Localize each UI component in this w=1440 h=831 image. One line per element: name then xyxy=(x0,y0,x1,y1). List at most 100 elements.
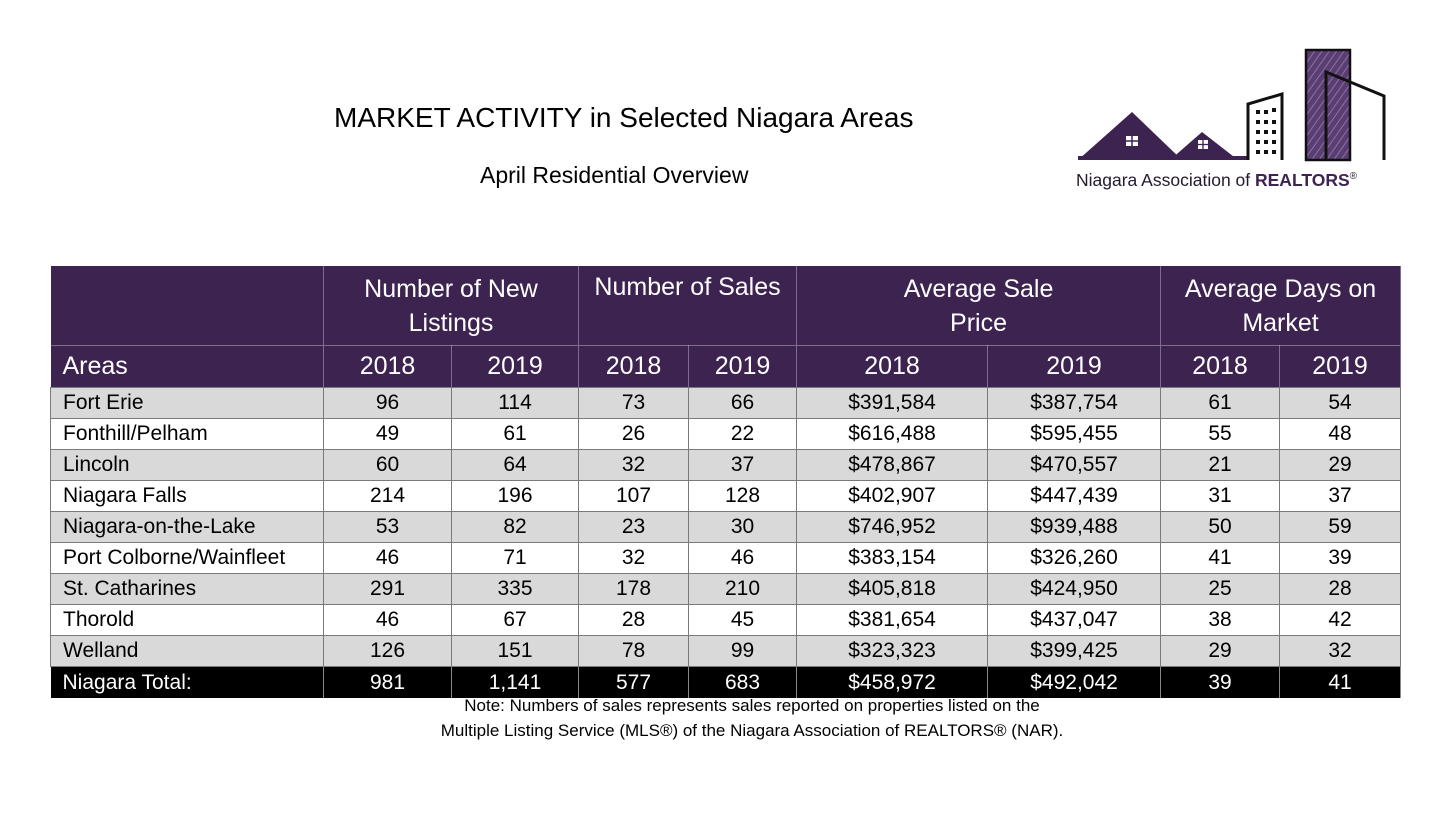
area-name-cell: Fonthill/Pelham xyxy=(50,418,324,450)
houses-and-buildings-icon xyxy=(1078,48,1386,162)
value-cell: $399,425 xyxy=(987,635,1162,667)
value-cell: 23 xyxy=(578,511,690,543)
value-cell: 66 xyxy=(688,387,798,419)
value-cell: 46 xyxy=(323,542,452,574)
total-value-cell: 39 xyxy=(1160,666,1281,698)
value-cell: $447,439 xyxy=(987,480,1162,512)
value-cell: $424,950 xyxy=(987,573,1162,605)
group-header-blank xyxy=(50,266,324,346)
value-cell: $939,488 xyxy=(987,511,1162,543)
value-cell: 53 xyxy=(323,511,452,543)
value-cell: $383,154 xyxy=(796,542,989,574)
area-name-cell: Welland xyxy=(50,635,324,667)
value-cell: 210 xyxy=(688,573,798,605)
group-header-line: Number of Sales xyxy=(594,273,781,301)
value-cell: 32 xyxy=(1279,635,1402,667)
year-header: 2018 xyxy=(796,345,989,388)
year-header-row: Areas 2018 2019 2018 2019 2018 2019 2018 2019 xyxy=(50,345,1402,388)
value-cell: 78 xyxy=(578,635,690,667)
value-cell: $437,047 xyxy=(987,604,1162,636)
footnote-line-1: Note: Numbers of sales represents sales … xyxy=(464,696,1040,715)
value-cell: 25 xyxy=(1160,573,1281,605)
value-cell: 196 xyxy=(450,480,580,512)
value-cell: 82 xyxy=(450,511,580,543)
value-cell: 22 xyxy=(688,418,798,450)
value-cell: 291 xyxy=(323,573,452,605)
value-cell: 49 xyxy=(323,418,452,450)
group-header-line: Average Days on xyxy=(1184,274,1377,303)
year-header: 2018 xyxy=(323,345,452,388)
year-header: 2019 xyxy=(451,345,580,388)
value-cell: $478,867 xyxy=(796,449,989,481)
area-name-cell: Niagara-on-the-Lake xyxy=(50,511,324,543)
value-cell: 107 xyxy=(578,480,690,512)
area-name-cell: Lincoln xyxy=(50,449,324,481)
total-value-cell: 577 xyxy=(578,666,690,698)
group-header-line: Average Sale xyxy=(903,274,1054,303)
table-row: Niagara-on-the-Lake 53 82 23 30 $746,952 $939,… xyxy=(50,511,1402,543)
value-cell: 59 xyxy=(1279,511,1402,543)
area-name-cell: Niagara Falls xyxy=(50,480,324,512)
value-cell: 28 xyxy=(1279,573,1402,605)
page-title: MARKET ACTIVITY in Selected Niagara Area… xyxy=(334,102,914,133)
value-cell: 128 xyxy=(688,480,798,512)
total-value-cell: 981 xyxy=(323,666,452,698)
value-cell: 50 xyxy=(1160,511,1281,543)
logo-text-brand: REALTORS xyxy=(1255,170,1350,190)
value-cell: 39 xyxy=(1279,542,1402,574)
area-name-cell: Fort Erie xyxy=(50,387,324,419)
value-cell: 46 xyxy=(688,542,798,574)
areas-header: Areas xyxy=(50,345,324,388)
value-cell: 61 xyxy=(1160,387,1281,419)
value-cell: 37 xyxy=(688,449,798,481)
value-cell: 32 xyxy=(578,542,690,574)
total-row: Niagara Total: 981 1,141 577 683 $458,972 $492… xyxy=(50,666,1402,698)
value-cell: 114 xyxy=(450,387,580,419)
value-cell: 32 xyxy=(578,449,690,481)
year-header: 2019 xyxy=(688,345,798,388)
value-cell: $402,907 xyxy=(796,480,989,512)
value-cell: 26 xyxy=(578,418,690,450)
group-header-line: Number of New xyxy=(364,274,538,303)
market-activity-table: Number of New Listings Number of Sales Aver… xyxy=(50,266,1402,698)
value-cell: $323,323 xyxy=(796,635,989,667)
group-header: Average Days on Market xyxy=(1160,266,1402,346)
value-cell: 99 xyxy=(688,635,798,667)
page-subtitle: April Residential Overview xyxy=(480,162,749,188)
value-cell: 214 xyxy=(323,480,452,512)
table-row: St. Catharines 291 335 178 210 $405,818 $424,9… xyxy=(50,573,1402,605)
value-cell: 178 xyxy=(578,573,690,605)
table-row: Welland 126 151 78 99 $323,323 $399,425 29 32 xyxy=(50,635,1402,667)
value-cell: 21 xyxy=(1160,449,1281,481)
group-header: Number of Sales xyxy=(578,266,798,346)
value-cell: $405,818 xyxy=(796,573,989,605)
value-cell: 31 xyxy=(1160,480,1281,512)
year-header: 2019 xyxy=(987,345,1162,388)
footnote: Note: Numbers of sales represents sales … xyxy=(0,693,1440,743)
value-cell: 46 xyxy=(323,604,452,636)
value-cell: $391,584 xyxy=(796,387,989,419)
table-row: Fonthill/Pelham 49 61 26 22 $616,488 $595,455 5… xyxy=(50,418,1402,450)
total-value-cell: $458,972 xyxy=(796,666,989,698)
value-cell: $595,455 xyxy=(987,418,1162,450)
value-cell: 151 xyxy=(450,635,580,667)
value-cell: 54 xyxy=(1279,387,1402,419)
table-row: Fort Erie 96 114 73 66 $391,584 $387,754 61 54 xyxy=(50,387,1402,419)
value-cell: $746,952 xyxy=(796,511,989,543)
total-value-cell: 683 xyxy=(688,666,798,698)
value-cell: 61 xyxy=(450,418,580,450)
value-cell: 45 xyxy=(688,604,798,636)
table-row: Port Colborne/Wainfleet 46 71 32 46 $383,154 $… xyxy=(50,542,1402,574)
table-row: Lincoln 60 64 32 37 $478,867 $470,557 21 29 xyxy=(50,449,1402,481)
logo-text: Niagara Association of REALTORS® xyxy=(1076,170,1357,191)
registered-mark: ® xyxy=(1349,171,1358,183)
value-cell: 29 xyxy=(1279,449,1402,481)
value-cell: 41 xyxy=(1160,542,1281,574)
year-header: 2018 xyxy=(1160,345,1281,388)
value-cell: 96 xyxy=(323,387,452,419)
value-cell: 48 xyxy=(1279,418,1402,450)
year-header: 2019 xyxy=(1279,345,1402,388)
value-cell: 64 xyxy=(450,449,580,481)
value-cell: $326,260 xyxy=(987,542,1162,574)
value-cell: 29 xyxy=(1160,635,1281,667)
